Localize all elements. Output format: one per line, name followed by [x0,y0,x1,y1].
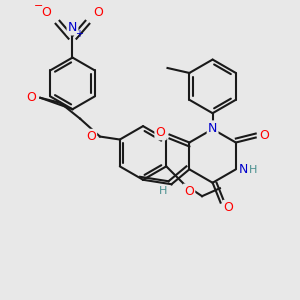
Text: O: O [184,185,194,198]
Text: O: O [26,91,36,104]
Text: O: O [93,6,103,19]
Text: N: N [239,163,248,176]
Text: N: N [68,21,77,34]
Text: O: O [42,6,52,19]
Text: H: H [159,186,168,196]
Text: O: O [156,126,166,139]
Text: −: − [34,1,43,11]
Text: H: H [248,165,257,175]
Text: O: O [224,201,233,214]
Text: O: O [260,129,270,142]
Text: N: N [208,122,217,135]
Text: +: + [76,29,83,39]
Text: O: O [86,130,96,143]
